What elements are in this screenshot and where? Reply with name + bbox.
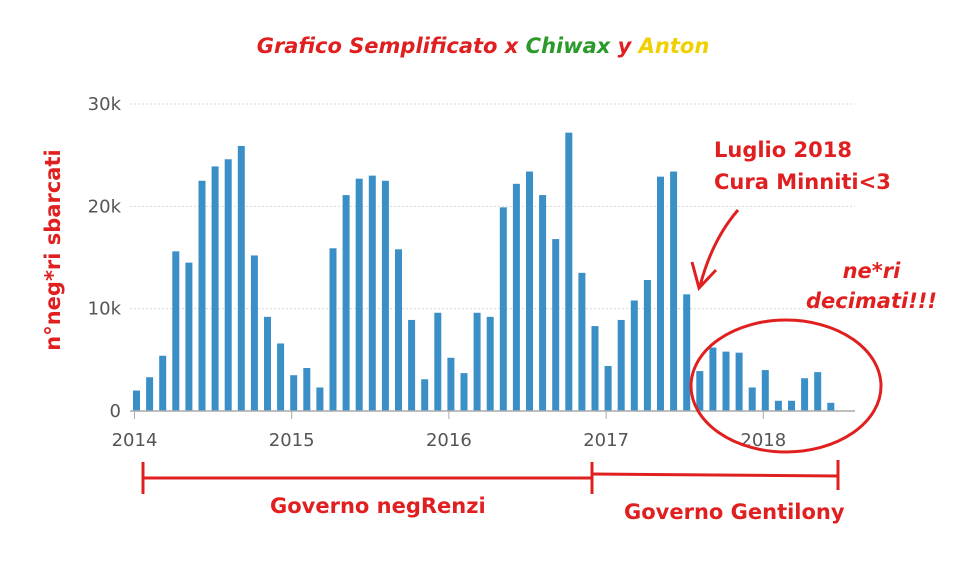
bar [657, 176, 664, 411]
bar [526, 171, 533, 411]
bar [643, 280, 651, 411]
bar [591, 326, 599, 411]
bar [748, 387, 756, 411]
bar [460, 373, 468, 411]
bar [578, 272, 586, 411]
y-tick-label: 30k [88, 94, 122, 115]
y-axis-label: n°neg*ri sbarcati [41, 149, 65, 351]
bar [801, 378, 809, 411]
bar [709, 347, 717, 411]
bar [198, 180, 206, 411]
bar [355, 178, 363, 411]
x-axis-ticks: 2014 2015 2016 2017 2018 [112, 411, 786, 451]
bar [447, 357, 455, 411]
annotation-decimati-line2: decimati!!! [806, 289, 937, 313]
bar [316, 387, 324, 411]
x-tick-label: 2016 [426, 430, 472, 451]
bar [499, 207, 507, 411]
annotation-luglio-line1: Luglio 2018 [714, 138, 852, 162]
annotation-decimati-line1: ne*ri [842, 259, 901, 283]
range-line-gentiloni [591, 472, 839, 478]
x-tick-label: 2018 [740, 430, 786, 451]
x-tick-label: 2015 [269, 430, 315, 451]
bar [814, 372, 822, 411]
bar [211, 166, 219, 411]
bar [604, 365, 612, 411]
annotation-arrowhead [690, 261, 718, 291]
y-tick-label: 10k [88, 299, 122, 320]
bar [552, 239, 560, 411]
y-tick-label: 0 [110, 401, 121, 422]
chart-title: Grafico Semplificato x Chiwax y Anton [0, 34, 966, 58]
governo-gentiloni-label: Governo Gentilony [624, 500, 845, 524]
bar [434, 312, 442, 411]
bar [185, 262, 193, 411]
bar [277, 343, 285, 411]
bar [670, 171, 678, 411]
bar [395, 249, 402, 411]
bar [342, 195, 350, 411]
y-tick-label: 20k [88, 196, 122, 217]
bar [264, 316, 271, 411]
bar [421, 379, 429, 411]
title-part-3: y [610, 34, 639, 58]
bar [539, 195, 547, 411]
annotation-arrow [698, 209, 740, 287]
bar [159, 355, 167, 411]
decimati-ellipse [689, 318, 883, 454]
bar [408, 319, 416, 411]
bar [617, 319, 625, 411]
bar-series [133, 132, 835, 412]
bar [565, 132, 573, 412]
bar [368, 175, 376, 411]
bar [329, 248, 337, 411]
bar [473, 312, 481, 411]
bar [250, 255, 258, 411]
annotation-decimati: ne*ri decimati!!! [806, 256, 937, 316]
bar [827, 402, 835, 411]
bar [512, 183, 520, 411]
bar [722, 351, 730, 411]
title-part-4: Anton [638, 34, 710, 58]
title-part-2: Chiwax [525, 34, 611, 58]
bar [774, 400, 782, 411]
bar [630, 300, 638, 411]
annotation-luglio-line2: Cura Minniti<3 [714, 170, 891, 194]
bar [290, 375, 298, 411]
bar [486, 316, 494, 411]
bar [761, 370, 769, 411]
grid-lines [130, 103, 855, 310]
bar [735, 352, 743, 411]
x-tick-label: 2017 [583, 430, 629, 451]
bar [303, 368, 311, 411]
bar [683, 294, 691, 411]
bar [696, 371, 704, 411]
bar [237, 145, 245, 411]
bar [224, 159, 232, 411]
bar [146, 377, 154, 411]
y-axis-ticks: 0 10k 20k 30k [88, 94, 122, 422]
annotation-luglio: Luglio 2018 Cura Minniti<3 [714, 134, 891, 198]
bar [381, 180, 389, 411]
x-tick-label: 2014 [112, 430, 158, 451]
governo-renzi-label: Governo negRenzi [270, 494, 486, 518]
bar [172, 251, 180, 411]
bar [133, 390, 140, 411]
bar [788, 400, 795, 411]
title-part-1: Grafico Semplificato x [256, 34, 526, 58]
